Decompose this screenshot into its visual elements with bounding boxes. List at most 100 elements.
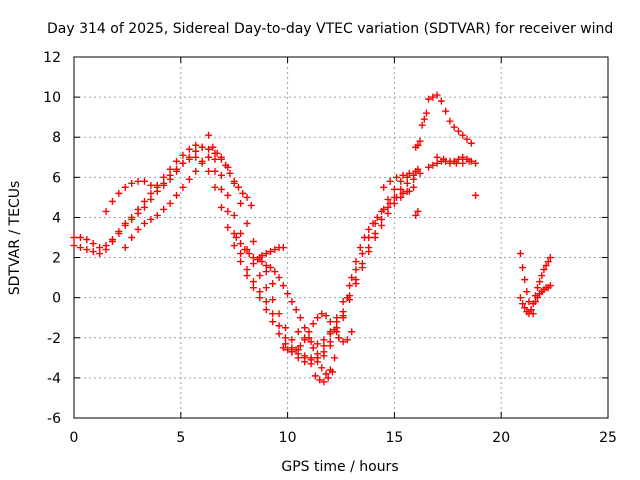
data-point bbox=[271, 246, 279, 254]
data-point bbox=[534, 284, 542, 292]
data-point bbox=[121, 221, 129, 229]
data-point bbox=[472, 159, 480, 167]
y-tick-label: -4 bbox=[47, 371, 61, 387]
data-point bbox=[418, 121, 426, 129]
data-point bbox=[410, 175, 418, 183]
x-tick-label: 0 bbox=[70, 430, 79, 446]
data-point bbox=[305, 328, 313, 336]
data-point bbox=[70, 234, 78, 241]
data-point bbox=[211, 167, 219, 175]
data-point bbox=[399, 171, 407, 179]
data-point bbox=[217, 185, 225, 193]
data-point bbox=[525, 310, 533, 318]
data-point bbox=[433, 159, 441, 167]
data-point bbox=[134, 209, 142, 217]
series-track-b bbox=[70, 153, 418, 368]
data-point bbox=[318, 364, 326, 372]
data-point bbox=[256, 272, 264, 280]
data-point bbox=[519, 300, 527, 308]
data-point bbox=[343, 336, 351, 344]
data-point bbox=[275, 274, 283, 282]
y-tick-label: 12 bbox=[43, 50, 61, 66]
data-point bbox=[249, 284, 257, 292]
y-axis-label: SDTVAR / TECUs bbox=[7, 181, 23, 296]
data-point bbox=[269, 310, 277, 318]
data-point bbox=[258, 252, 266, 260]
data-point bbox=[536, 278, 544, 286]
data-point bbox=[386, 199, 394, 207]
data-point bbox=[243, 219, 251, 227]
data-point bbox=[416, 169, 424, 177]
data-point bbox=[269, 296, 277, 304]
y-axis-tick-labels: -6 -4 -2 0 2 4 6 8 10 12 bbox=[43, 50, 61, 427]
x-axis-tick-labels: 0 5 10 15 20 25 bbox=[70, 430, 617, 446]
data-point bbox=[452, 159, 460, 167]
data-point bbox=[281, 324, 289, 332]
data-point bbox=[546, 254, 554, 262]
data-point bbox=[108, 197, 116, 205]
data-point bbox=[140, 203, 148, 211]
x-tick-label: 20 bbox=[492, 430, 510, 446]
data-point bbox=[262, 298, 270, 306]
data-point bbox=[254, 256, 262, 264]
data-point bbox=[76, 234, 84, 241]
series-track-c bbox=[102, 143, 418, 364]
data-point bbox=[326, 328, 334, 336]
data-point bbox=[230, 229, 238, 237]
data-point bbox=[224, 207, 232, 215]
data-point bbox=[322, 312, 330, 320]
data-point bbox=[301, 324, 309, 332]
data-point bbox=[369, 219, 377, 227]
data-point bbox=[378, 221, 386, 229]
data-point bbox=[279, 282, 287, 290]
data-point bbox=[433, 153, 441, 161]
data-point bbox=[380, 205, 388, 213]
data-point bbox=[446, 157, 454, 165]
data-point bbox=[89, 240, 97, 248]
series-track-t bbox=[516, 250, 537, 318]
data-point bbox=[390, 185, 398, 193]
y-tick-label: 2 bbox=[52, 251, 61, 267]
data-point bbox=[217, 155, 225, 163]
data-point bbox=[472, 191, 480, 199]
data-point bbox=[320, 348, 328, 356]
data-point bbox=[429, 161, 437, 169]
data-point bbox=[429, 93, 437, 101]
y-tick-label: 10 bbox=[43, 90, 61, 106]
data-points bbox=[70, 91, 554, 386]
data-point bbox=[232, 234, 240, 241]
data-point bbox=[247, 201, 255, 209]
data-point bbox=[262, 306, 270, 314]
data-point bbox=[519, 264, 527, 272]
data-point bbox=[153, 183, 161, 191]
series-track-h bbox=[279, 310, 356, 356]
data-point bbox=[403, 173, 411, 181]
x-tick-label: 15 bbox=[385, 430, 403, 446]
data-point bbox=[352, 266, 360, 274]
data-point bbox=[102, 207, 110, 215]
data-point bbox=[397, 185, 405, 193]
data-point bbox=[352, 258, 360, 266]
data-point bbox=[433, 91, 441, 99]
data-point bbox=[358, 260, 366, 268]
data-point bbox=[373, 213, 381, 221]
data-point bbox=[314, 314, 322, 322]
data-point bbox=[243, 193, 251, 201]
data-point bbox=[288, 348, 296, 356]
data-point bbox=[160, 205, 168, 213]
data-point bbox=[179, 159, 187, 167]
data-point bbox=[403, 179, 411, 187]
data-point bbox=[256, 288, 264, 296]
data-point bbox=[102, 246, 110, 254]
data-point bbox=[301, 358, 309, 366]
data-point bbox=[358, 250, 366, 258]
data-point bbox=[339, 338, 347, 346]
data-point bbox=[249, 254, 257, 262]
data-point bbox=[96, 244, 104, 252]
data-point bbox=[224, 191, 232, 199]
data-point bbox=[284, 346, 292, 354]
data-point bbox=[147, 215, 155, 223]
data-point bbox=[540, 266, 548, 274]
data-point bbox=[296, 342, 304, 350]
data-point bbox=[279, 344, 287, 352]
